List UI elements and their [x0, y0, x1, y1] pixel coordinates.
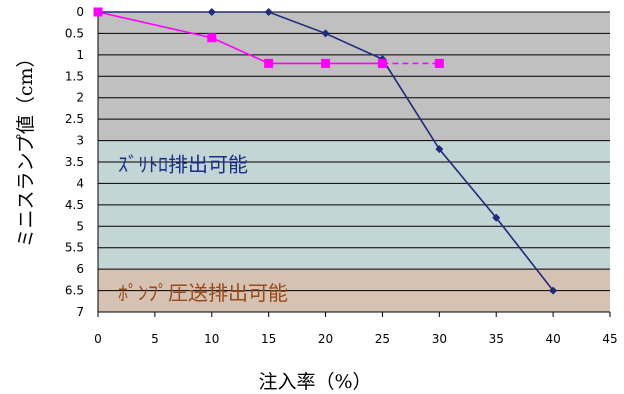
- y-tick-label: 7: [76, 305, 84, 319]
- x-tick-label: 5: [151, 332, 159, 346]
- x-tick-label: 45: [602, 332, 617, 346]
- y-tick-label: 4.5: [65, 198, 84, 212]
- y-tick-label: 0.5: [65, 26, 84, 40]
- data-series: [93, 7, 558, 295]
- y-tick-label: 3: [76, 134, 84, 148]
- zone-label: ｽﾞﾘﾄﾛ排出可能: [118, 153, 248, 177]
- y-tick-label: 3.5: [65, 155, 84, 169]
- data-point: [321, 29, 330, 38]
- axes: [97, 12, 611, 317]
- data-point: [264, 58, 274, 68]
- data-point: [321, 58, 331, 68]
- y-tick-label: 4: [76, 176, 84, 190]
- data-point: [434, 58, 444, 68]
- y-tick-label: 0: [76, 5, 84, 19]
- y-axis-title: ミニスランプ値（cm）: [15, 48, 37, 247]
- data-point: [93, 7, 103, 17]
- x-tick-label: 35: [489, 332, 504, 346]
- data-point: [207, 33, 217, 43]
- y-tick-label: 5.5: [65, 241, 84, 255]
- y-tick-label: 2.5: [65, 112, 84, 126]
- x-tick-label: 40: [545, 332, 560, 346]
- y-tick-label: 5: [76, 219, 84, 233]
- y-tick-label: 6.5: [65, 284, 84, 298]
- data-point: [549, 286, 558, 295]
- data-point: [492, 213, 501, 222]
- tick-labels: 00.511.522.533.544.555.566.570 5 10 15 20 25 3…: [65, 5, 618, 346]
- x-tick-label: 15: [261, 332, 276, 346]
- zone-labels: ｽﾞﾘﾄﾛ排出可能 ﾎﾟﾝﾌﾟ圧送排出可能: [118, 153, 288, 306]
- x-tick-label: 30: [432, 332, 447, 346]
- x-tick-label: 20: [318, 332, 333, 346]
- y-tick-label: 2: [76, 91, 84, 105]
- y-tick-label: 6: [76, 262, 84, 276]
- data-point: [264, 8, 273, 16]
- x-tick-label: 0: [94, 332, 102, 346]
- x-axis-title: 注入率（%）: [258, 371, 371, 393]
- y-tick-label: 1: [76, 48, 84, 62]
- gridlines: [98, 11, 610, 313]
- y-tick-label: 1.5: [65, 69, 84, 83]
- series-line: [98, 11, 554, 292]
- x-tick-label: 10: [204, 332, 219, 346]
- data-point: [377, 58, 387, 68]
- x-tick-label: 25: [375, 332, 390, 346]
- zone-label: ﾎﾟﾝﾌﾟ圧送排出可能: [118, 281, 288, 305]
- data-point: [435, 145, 444, 154]
- data-point: [207, 8, 216, 16]
